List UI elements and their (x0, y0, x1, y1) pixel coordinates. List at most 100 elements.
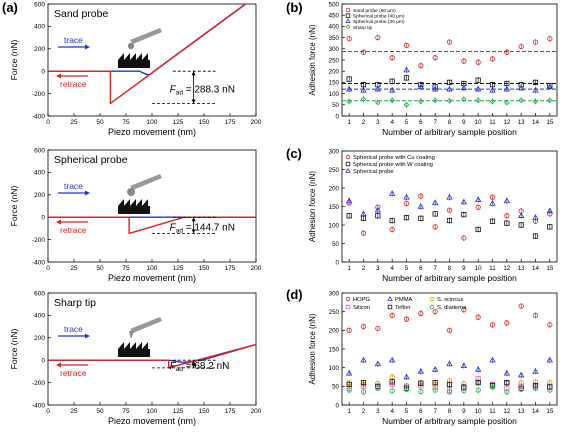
data-point (431, 85, 439, 92)
data-point (489, 194, 496, 200)
sample-base-icon (118, 60, 150, 68)
y-tick-label: 0 (41, 69, 45, 76)
data-point (474, 366, 482, 372)
plot-frame (47, 3, 257, 117)
data-point (532, 312, 539, 318)
data-point (532, 214, 539, 220)
data-point (431, 366, 439, 372)
data-point (403, 214, 410, 221)
legend-label: Spherical probe (20 μm) (353, 19, 405, 25)
data-point (517, 371, 525, 378)
series-Spherical probe (20 μm) (342, 66, 557, 94)
data-point (446, 389, 453, 395)
arrow-head-icon (191, 360, 196, 365)
data-point (403, 42, 410, 49)
x-tick-label: 150 (199, 408, 210, 415)
x-tick-label: 25 (70, 408, 78, 415)
x-axis-label: Piezo movement (nm) (108, 416, 196, 426)
y-tick-label: 100 (329, 222, 340, 229)
x-axis-label: Piezo movement (nm) (108, 127, 196, 137)
panel-label-a: (a) (2, 0, 18, 15)
x-tick-label: 8 (448, 119, 452, 126)
x-tick-label: 5 (405, 119, 409, 126)
tip-icon (129, 331, 134, 339)
data-point (460, 198, 468, 205)
data-point (504, 379, 510, 386)
y-tick-label: 200 (329, 69, 340, 76)
x-tick-label: 100 (147, 119, 158, 126)
x-tick-label: 1 (347, 408, 351, 415)
data-point (388, 356, 396, 363)
series-Sharp tip (342, 96, 557, 108)
data-point (489, 384, 496, 390)
data-point (432, 379, 438, 386)
data-point (518, 386, 524, 392)
x-tick-label: 12 (503, 119, 510, 126)
y-tick-label: 300 (329, 290, 340, 297)
data-point (489, 322, 496, 328)
y-tick-label: 200 (34, 192, 45, 199)
data-point (346, 381, 352, 388)
x-tick-label: 100 (147, 408, 158, 415)
data-point (389, 55, 395, 61)
data-point (418, 215, 424, 221)
x-tick-label: 3 (376, 119, 380, 126)
probe-illustration (118, 317, 162, 357)
data-point (403, 373, 410, 380)
x-tick-label: 14 (532, 408, 539, 415)
data-point (532, 86, 539, 93)
y-tick-label: 400 (34, 24, 45, 31)
y-tick-label: 350 (329, 35, 340, 42)
data-point (461, 307, 467, 313)
data-point (461, 235, 467, 241)
data-point (432, 55, 438, 61)
x-tick-label: 2 (362, 119, 366, 126)
x-tick-label: 13 (518, 265, 525, 272)
data-point (460, 362, 468, 369)
x-tick-label: 75 (122, 408, 130, 415)
x-tick-label: 7 (433, 408, 437, 415)
probe-illustration (118, 174, 162, 214)
data-point (345, 154, 351, 160)
data-point (532, 79, 539, 85)
panel-label-d: (d) (286, 287, 303, 302)
data-point (532, 39, 539, 45)
data-point (360, 49, 367, 55)
data-point (446, 381, 453, 388)
x-tick-label: 15 (546, 408, 553, 415)
data-point (360, 323, 367, 330)
y-tick-label: 500 (329, 1, 340, 8)
data-point (374, 206, 382, 213)
data-point (475, 97, 481, 104)
data-point (517, 212, 525, 218)
cantilever-icon (130, 28, 162, 44)
chart-b: 1 2 3 4 5 6 7 8 9 10 11 12 13 14 150501001502002503003… (308, 1, 558, 137)
data-point (345, 168, 351, 173)
y-axis-label: Adhesion force (nN) (308, 313, 317, 384)
data-point (345, 161, 351, 167)
legend-label: Silicon (353, 305, 370, 311)
x-tick-label: 8 (448, 265, 452, 272)
x-tick-label: 0 (46, 408, 50, 415)
x-tick-label: 3 (376, 408, 380, 415)
data-point (518, 97, 524, 104)
data-point (546, 83, 554, 90)
x-tick-label: 2 (362, 408, 366, 415)
data-point (360, 379, 367, 386)
y-tick-label: 200 (329, 185, 340, 192)
sand-grain-icon (127, 42, 135, 50)
legend-label: PMMA (395, 297, 413, 303)
x-tick-label: 12 (503, 265, 510, 272)
data-point (346, 76, 352, 82)
data-point (489, 86, 496, 93)
adhesion-annotation: Fad = 144.7 nN (170, 222, 235, 234)
data-point (389, 312, 395, 318)
x-tick-label: 1 (347, 265, 351, 272)
data-point (432, 387, 438, 393)
data-point (346, 213, 352, 219)
data-point (389, 379, 395, 385)
data-point (429, 296, 435, 302)
x-tick-label: 175 (225, 408, 236, 415)
data-point (532, 385, 539, 391)
